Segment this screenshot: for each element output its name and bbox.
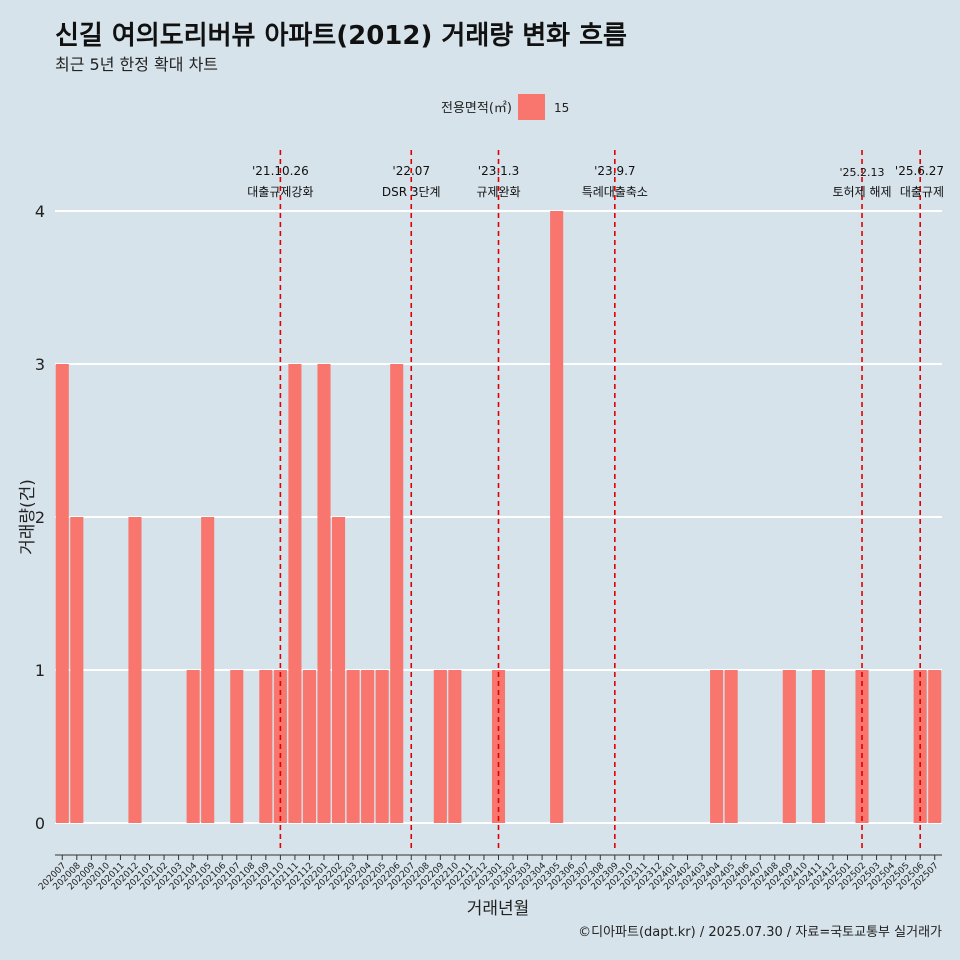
bar — [230, 670, 244, 823]
y-tick-label: 1 — [35, 661, 45, 680]
bar — [55, 364, 69, 823]
bar — [550, 211, 564, 823]
annotation-date: '22.07 — [392, 164, 430, 178]
bar — [724, 670, 738, 823]
annotation-date: '25.2.13 — [840, 166, 885, 179]
grid-lines: 0 1 2 3 4 — [35, 202, 942, 833]
caption: ©디아파트(dapt.kr) / 2025.07.30 / 자료=국토교통부 실… — [578, 925, 942, 940]
y-tick-label: 0 — [35, 814, 45, 833]
annotations: '21.10.26 대출규제강화 '22.07 DSR 3단계 '23.1.3 규제완화 '… — [247, 150, 944, 852]
annotation-date: '25.6.27 — [895, 164, 944, 178]
bar — [346, 670, 360, 823]
legend-label: 15 — [554, 101, 569, 115]
bar — [317, 364, 331, 823]
annotation-label: 대출규제강화 — [247, 185, 313, 199]
bar — [811, 670, 825, 823]
bar — [448, 670, 462, 823]
bar — [186, 670, 200, 823]
annotation-label: 특례대출축소 — [582, 185, 648, 199]
x-axis: 2020072020082020092020102020112020122021… — [37, 854, 942, 892]
bar — [332, 517, 346, 823]
y-tick-label: 3 — [35, 355, 45, 374]
bar — [361, 670, 375, 823]
bar — [928, 670, 942, 823]
legend: 전용면적(㎡) 15 — [441, 94, 569, 120]
legend-swatch — [518, 94, 545, 120]
y-tick-label: 2 — [35, 508, 45, 527]
bar — [782, 670, 796, 823]
bar — [259, 670, 273, 823]
bar — [390, 364, 404, 823]
bar — [710, 670, 724, 823]
legend-title: 전용면적(㎡) — [441, 101, 512, 116]
y-axis-title: 거래량(건) — [18, 479, 38, 555]
y-tick-label: 4 — [35, 202, 45, 221]
bar — [302, 670, 317, 823]
bar — [375, 670, 389, 823]
x-axis-title: 거래년월 — [467, 899, 530, 919]
annotation-label: 규제완화 — [476, 185, 520, 199]
annotation-label: DSR 3단계 — [382, 185, 441, 199]
annotation-date: '21.10.26 — [252, 164, 309, 178]
bars — [55, 211, 942, 823]
chart-subtitle: 최근 5년 한정 확대 차트 — [55, 55, 218, 74]
bar — [433, 670, 447, 823]
bar — [288, 364, 302, 823]
annotation-date: '23.9.7 — [594, 164, 635, 178]
bar — [128, 517, 142, 823]
annotation-label: 토허제 해제 — [833, 185, 892, 199]
annotation-label: 대출규제 — [900, 185, 944, 199]
annotation-date: '23.1.3 — [478, 164, 519, 178]
chart-title: 신길 여의도리버뷰 아파트(2012) 거래량 변화 흐름 — [55, 21, 627, 51]
bar — [70, 517, 84, 823]
bar — [201, 517, 215, 823]
